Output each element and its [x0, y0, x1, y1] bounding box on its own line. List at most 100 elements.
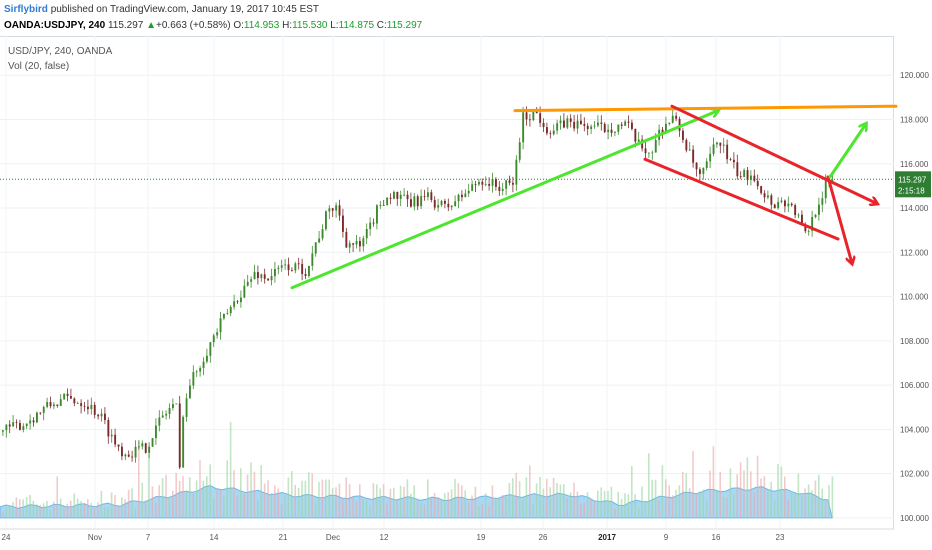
volume-bar	[586, 492, 589, 518]
candle-body	[342, 215, 344, 232]
support-trendline[interactable]	[290, 111, 718, 290]
candle-body	[362, 238, 365, 247]
candle-body	[267, 278, 270, 281]
volume-bar	[719, 472, 721, 518]
candle-body	[321, 229, 324, 239]
candle-body	[648, 152, 650, 154]
candle-body	[716, 142, 718, 145]
volume-bar	[682, 472, 684, 518]
volume-bar	[335, 487, 337, 518]
volume-bar	[250, 462, 252, 518]
volume-bar	[620, 498, 623, 518]
volume-bar	[559, 484, 562, 518]
volume-bar	[209, 464, 211, 518]
volume-bar	[746, 457, 749, 518]
resistance-line[interactable]	[513, 104, 898, 113]
candle-body	[668, 122, 671, 124]
price-tag-countdown: 2:15:18	[898, 186, 925, 195]
author-link[interactable]: Sirflybird	[4, 4, 48, 15]
volume-bar	[277, 488, 279, 518]
up-arrow-icon: ▲	[146, 20, 157, 31]
candle-body	[675, 115, 678, 119]
candle-body	[29, 420, 32, 424]
high-value: 115.530	[292, 20, 328, 31]
volume-bar	[576, 491, 579, 518]
volume-bar	[93, 508, 96, 518]
channel-lower[interactable]	[643, 157, 840, 241]
candle-body	[185, 398, 188, 417]
candle-body	[39, 412, 42, 414]
volume-bar	[580, 503, 582, 518]
candle-body	[525, 112, 528, 120]
candle-body	[719, 142, 722, 146]
candle-body	[90, 404, 93, 410]
candle-body	[325, 211, 327, 230]
y-tick-label: 114.000	[900, 204, 929, 213]
y-tick-label: 118.000	[900, 115, 929, 124]
volume-bar	[2, 511, 4, 518]
breakout-arrow[interactable]	[828, 124, 866, 179]
candle-body	[739, 176, 742, 177]
chart-header: Sirflybird published on TradingView.com,…	[0, 0, 932, 36]
volume-bar	[42, 503, 45, 518]
candle-body	[318, 238, 321, 243]
candle-body	[522, 112, 525, 143]
candle-body	[134, 446, 137, 458]
breakdown-arrow[interactable]	[826, 175, 852, 263]
candle-body	[580, 120, 582, 124]
candle-body	[396, 192, 399, 199]
price-axis[interactable]: 120.000 118.000 116.000 114.000 112.000 110.0…	[900, 71, 929, 523]
drawing-layer[interactable]	[290, 104, 898, 290]
candle-body	[712, 144, 715, 154]
x-tick-label: 9	[664, 533, 669, 542]
grid-lines	[0, 36, 894, 529]
low-label: L:	[330, 20, 339, 31]
volume-bar	[399, 485, 402, 518]
volume-bar	[801, 496, 803, 518]
candle-body	[216, 332, 219, 336]
volume-bar	[192, 493, 194, 518]
channel-upper[interactable]	[670, 104, 877, 203]
time-axis[interactable]: 24 Nov 7 14 21 Dec 12 19 26 2017 9 16 23	[0, 528, 894, 542]
volume-bar	[36, 504, 38, 518]
candle-body	[260, 274, 263, 279]
candle-body	[338, 205, 341, 216]
volume-bar	[542, 488, 545, 518]
volume-bar	[365, 500, 368, 518]
candle-body	[66, 393, 69, 396]
candle-body	[801, 214, 803, 225]
volume-bar	[610, 486, 613, 518]
volume-bar	[773, 500, 776, 518]
candle-body	[76, 403, 79, 404]
candle-body	[495, 179, 497, 187]
volume-legend[interactable]: Vol (20, false)	[8, 61, 70, 72]
price-tag-value: 115.297	[898, 175, 927, 184]
volume-bar	[481, 504, 483, 518]
candle-body	[365, 229, 368, 239]
volume-bar	[651, 479, 653, 518]
volume-bar	[614, 508, 616, 518]
series-legend[interactable]: USD/JPY, 240, OANDA	[8, 46, 113, 57]
candle-body	[498, 186, 501, 191]
x-tick-label: 19	[477, 533, 486, 542]
volume-bar	[236, 495, 239, 518]
candle-body	[420, 196, 423, 207]
candle-body	[19, 423, 21, 430]
volume-bar	[110, 492, 113, 518]
candle-body	[610, 129, 613, 133]
x-tick-label: 16	[712, 533, 721, 542]
plot-area[interactable]	[0, 36, 894, 529]
candle-body	[471, 184, 474, 191]
candle-body	[70, 396, 72, 399]
volume-bar	[233, 470, 235, 518]
y-tick-label: 110.000	[900, 293, 929, 302]
candle-body	[743, 170, 746, 178]
candle-body	[372, 222, 375, 224]
volume-bar	[590, 498, 592, 518]
candle-body	[359, 241, 361, 247]
volume-bar	[314, 502, 317, 518]
candle-body	[355, 241, 358, 245]
candle-body	[491, 179, 494, 186]
volume-bar	[5, 507, 7, 518]
